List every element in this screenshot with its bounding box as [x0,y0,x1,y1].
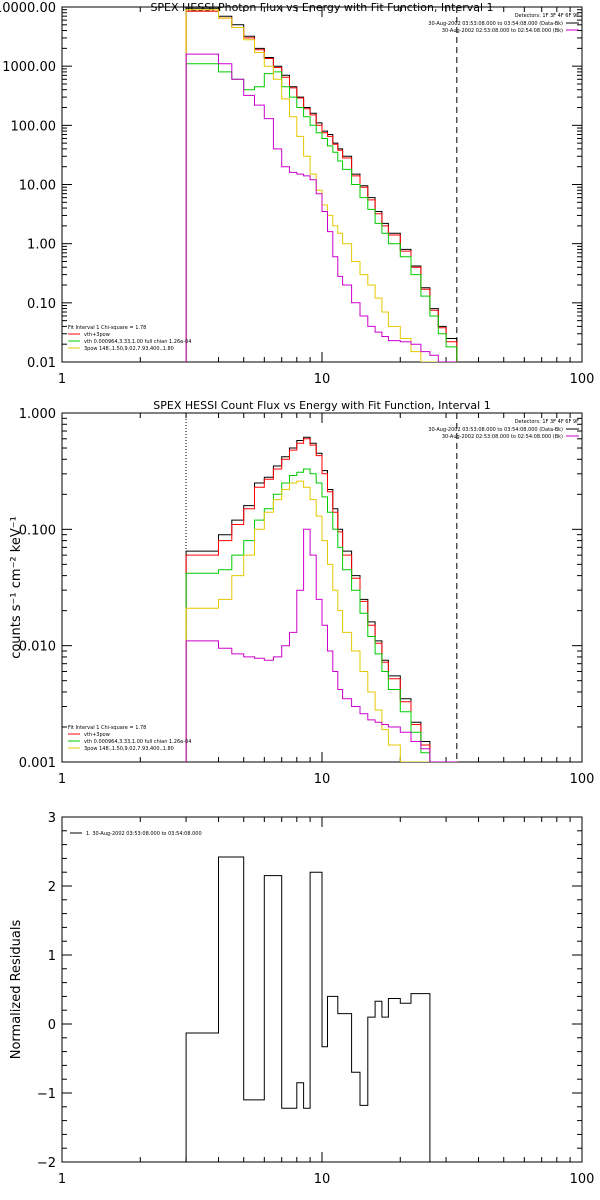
legend-entry-text: vth+3pow [84,332,110,338]
legend-entry-text: 30-Aug-2002 03:53:08.000 to 03:54:08.000… [428,21,563,27]
y-tick-label: 0.010 [19,640,56,655]
legend-fit-header: Fit Interval 1 Chi-square = 1.78 [68,725,146,731]
series-line-3 [185,468,458,762]
chart-panel-2: SPEX HESSI Count Flux vs Energy with Fit… [9,399,594,787]
x-tick-label: 10 [314,1172,331,1187]
series-group [185,856,458,1162]
legend-detectors: Detectors: 1F 3F 4F 6F 9F [515,419,579,425]
x-tick-label: 100 [570,372,595,387]
x-tick-label: 1 [58,1172,66,1187]
legend-entry-text: vth 0.000964,3.33,1.00 full chian 1.26e-… [84,339,191,345]
legend-entry-text: 30-Aug-2002 02:53:08.000 to 02:54:08.000… [442,28,563,34]
y-tick-label: 1000.00 [2,60,56,75]
y-tick-label: 10000.00 [0,1,56,16]
y-tick-label: 1.000 [19,407,56,422]
y-axis-label: Normalized Residuals [9,920,24,1060]
x-tick-label: 100 [570,1172,595,1187]
legend-entry-text: 3pow 148.,1.50,9.02,7.93,400.,1.80 [84,746,174,752]
legend-entry-text: 30-Aug-2002 03:53:08.000 to 03:54:08.000… [428,427,563,433]
y-tick-label: 0.001 [19,756,56,771]
legend-detectors: Detectors: 1F 3F 4F 6F 9F [515,13,579,19]
legend-fit-header: Fit Interval 1 Chi-square = 1.78 [68,325,146,331]
series-line-5 [185,53,458,362]
y-tick-label: 0 [48,1018,56,1033]
chart-panel-3: 1 10 100 −2 −1 0 1 2 3 Normalized Residuals 1. 30-… [9,811,594,1187]
x-tick-label: 100 [570,772,595,787]
legend-entry-text: vth+3pow [84,732,110,738]
chart-panel-1: SPEX HESSI Photon Flux vs Energy with Fi… [0,1,594,387]
y-axis-label: counts s⁻¹ cm⁻² keV⁻¹ [9,516,24,659]
y-tick-label: 0.100 [19,523,56,538]
y-tick-label: 2 [48,880,56,895]
y-tick-label: 1 [48,949,56,964]
x-tick-label: 10 [314,772,331,787]
series-line-1 [185,436,458,762]
legend-entry-text: 30-Aug-2002 02:53:08.000 to 02:54:08.000… [442,434,563,440]
chart-title: SPEX HESSI Count Flux vs Energy with Fit… [153,399,490,412]
legend-entry-text: 1. 30-Aug-2002 03:53:08.000 to 03:54:08.… [86,831,202,837]
series-group [185,7,458,362]
series-line-1 [185,7,458,362]
y-tick-label: −1 [37,1087,56,1102]
y-tick-label: 0.10 [27,297,56,312]
series-line-4 [185,480,458,762]
y-tick-label: 10.00 [19,179,56,194]
series-group [185,436,458,762]
series-line-4 [185,9,458,362]
x-tick-label: 1 [58,772,66,787]
legend-entry-text: vth 0.000964,3.33,1.00 full chian 1.26e-… [84,739,191,745]
series-line-3 [185,63,458,362]
plot-frame [61,6,583,363]
x-tick-label: 1 [58,372,66,387]
series-line-1 [185,856,458,1162]
y-tick-label: −2 [37,1156,56,1171]
y-tick-label: 3 [48,811,56,826]
y-tick-label: 1.00 [27,238,56,253]
series-line-5 [185,528,458,762]
legend-entry-text: 3pow 148.,1.50,9.02,7.93,400.,1.80 [84,346,174,352]
series-line-2 [185,438,458,762]
y-tick-label: 100.00 [11,119,57,134]
x-tick-label: 10 [314,372,331,387]
y-tick-label: 0.01 [27,356,56,371]
